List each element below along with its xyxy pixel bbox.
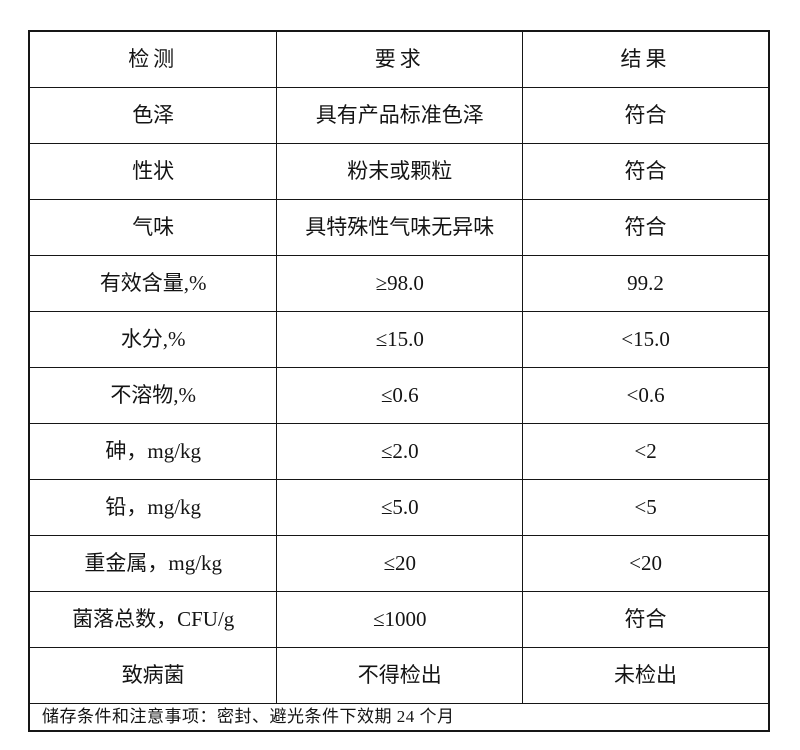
requirement-cell: 粉末或颗粒 <box>276 143 524 200</box>
result-cell: 符合 <box>522 87 770 144</box>
requirement-cell: ≤1000 <box>276 591 524 648</box>
table-row: 菌落总数，CFU/g ≤1000 符合 <box>28 591 770 648</box>
result-cell: 99.2 <box>522 255 770 312</box>
item-cell: 菌落总数，CFU/g <box>28 591 278 648</box>
header-cell-result: 结果 <box>522 30 770 88</box>
table-row: 气味 具特殊性气味无异味 符合 <box>28 199 770 256</box>
item-cell: 气味 <box>28 199 278 256</box>
requirement-cell: ≤15.0 <box>276 311 524 368</box>
item-cell: 铅，mg/kg <box>28 479 278 536</box>
item-cell: 重金属，mg/kg <box>28 535 278 592</box>
requirement-cell: ≤2.0 <box>276 423 524 480</box>
header-cell-test: 检测 <box>28 30 278 88</box>
result-cell: <0.6 <box>522 367 770 424</box>
requirement-cell: 不得检出 <box>276 647 524 704</box>
item-cell: 色泽 <box>28 87 278 144</box>
table-row: 有效含量,% ≥98.0 99.2 <box>28 255 770 312</box>
storage-note: 储存条件和注意事项：密封、避光条件下效期 24 个月 <box>28 703 770 732</box>
item-cell: 致病菌 <box>28 647 278 704</box>
header-row: 检测 要求 结果 <box>28 30 770 88</box>
requirement-cell: 具特殊性气味无异味 <box>276 199 524 256</box>
table-row: 不溶物,% ≤0.6 <0.6 <box>28 367 770 424</box>
result-cell: 符合 <box>522 591 770 648</box>
result-cell: <15.0 <box>522 311 770 368</box>
header-cell-requirement: 要求 <box>276 30 524 88</box>
table-row: 性状 粉末或颗粒 符合 <box>28 143 770 200</box>
result-cell: 未检出 <box>522 647 770 704</box>
result-cell: <2 <box>522 423 770 480</box>
result-cell: <20 <box>522 535 770 592</box>
requirement-cell: ≥98.0 <box>276 255 524 312</box>
table-row: 色泽 具有产品标准色泽 符合 <box>28 87 770 144</box>
table-row: 砷，mg/kg ≤2.0 <2 <box>28 423 770 480</box>
spec-table: 检测 要求 结果 色泽 具有产品标准色泽 符合 性状 粉末或颗粒 符合 气味 具特殊性气味无异… <box>28 30 770 732</box>
item-cell: 性状 <box>28 143 278 200</box>
item-cell: 有效含量,% <box>28 255 278 312</box>
table-row: 铅，mg/kg ≤5.0 <5 <box>28 479 770 536</box>
requirement-cell: ≤0.6 <box>276 367 524 424</box>
table-row: 水分,% ≤15.0 <15.0 <box>28 311 770 368</box>
result-cell: <5 <box>522 479 770 536</box>
requirement-cell: ≤5.0 <box>276 479 524 536</box>
item-cell: 水分,% <box>28 311 278 368</box>
footer-row: 储存条件和注意事项：密封、避光条件下效期 24 个月 <box>28 703 770 732</box>
requirement-cell: 具有产品标准色泽 <box>276 87 524 144</box>
table-row: 致病菌 不得检出 未检出 <box>28 647 770 704</box>
result-cell: 符合 <box>522 199 770 256</box>
item-cell: 不溶物,% <box>28 367 278 424</box>
result-cell: 符合 <box>522 143 770 200</box>
requirement-cell: ≤20 <box>276 535 524 592</box>
item-cell: 砷，mg/kg <box>28 423 278 480</box>
table-row: 重金属，mg/kg ≤20 <20 <box>28 535 770 592</box>
